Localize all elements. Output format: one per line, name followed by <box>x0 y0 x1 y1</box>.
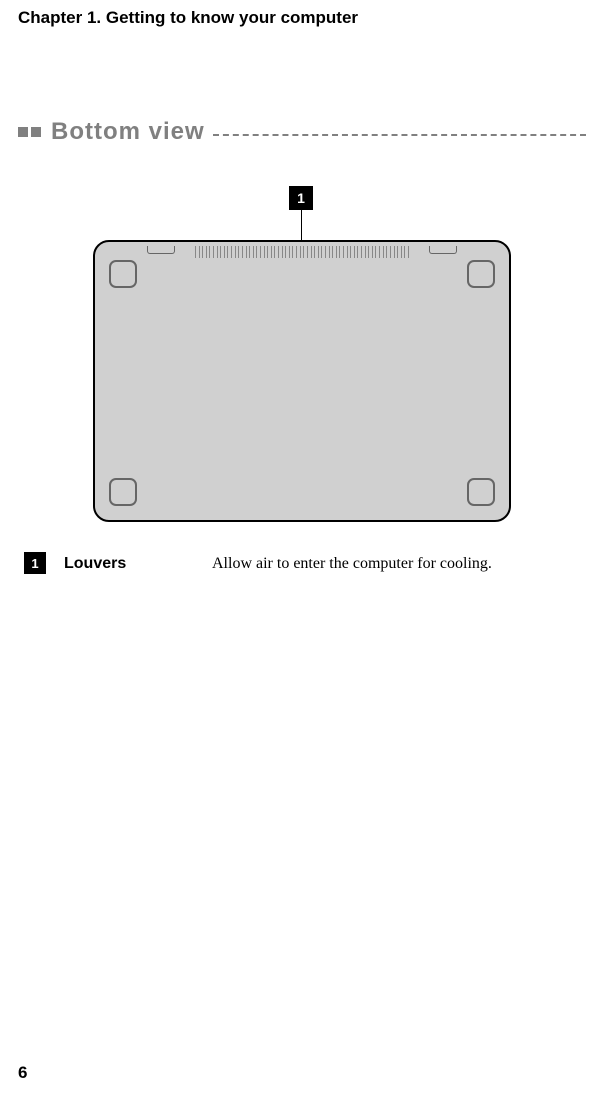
legend-description: Allow air to enter the computer for cool… <box>212 555 492 573</box>
callout-number-box: 1 <box>289 186 313 210</box>
laptop-bottom-shell <box>93 240 511 522</box>
section-title: Bottom view <box>51 118 205 146</box>
bottom-view-diagram: 1 <box>87 186 517 526</box>
section-heading-row: Bottom view <box>18 118 586 146</box>
rubber-foot-icon <box>109 260 137 288</box>
diagram-container: 1 <box>18 186 586 526</box>
legend-term: Louvers <box>64 555 194 573</box>
legend-row: 1 Louvers Allow air to enter the compute… <box>18 552 586 574</box>
section-rule-line <box>213 134 586 136</box>
rubber-foot-icon <box>467 260 495 288</box>
legend-number-box: 1 <box>24 552 46 574</box>
hinge-latch-icon <box>147 246 175 254</box>
hinge-latch-icon <box>429 246 457 254</box>
rubber-foot-icon <box>109 478 137 506</box>
page-number: 6 <box>18 1063 27 1083</box>
louver-vent-icon <box>195 246 409 258</box>
rubber-foot-icon <box>467 478 495 506</box>
section-bullet-icon <box>18 127 41 137</box>
chapter-title: Chapter 1. Getting to know your computer <box>18 8 586 28</box>
